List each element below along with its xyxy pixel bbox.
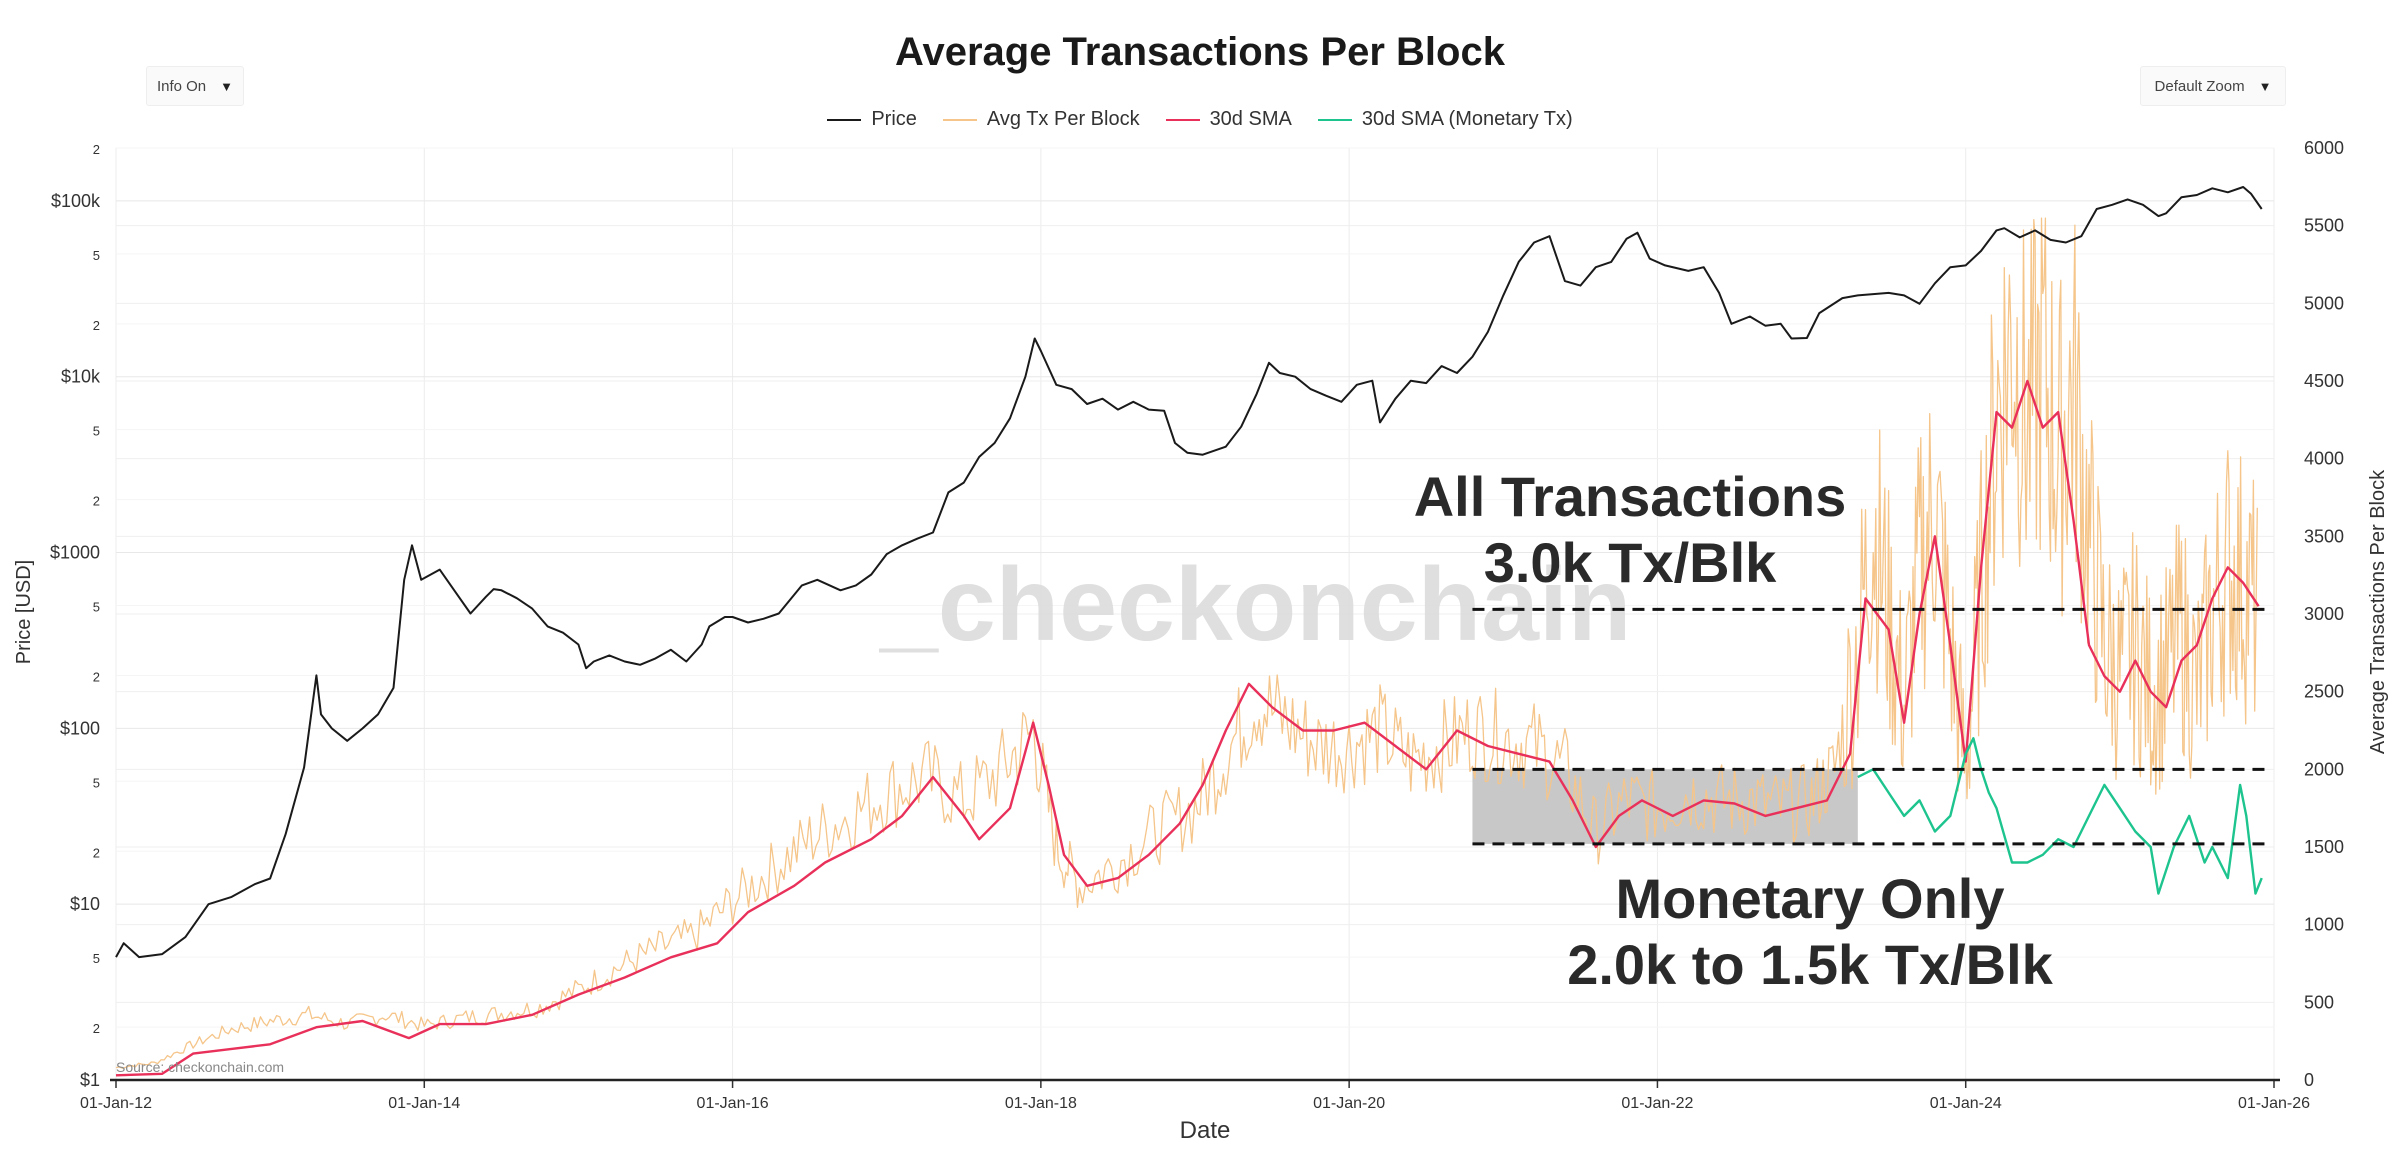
legend-label: Avg Tx Per Block	[986, 108, 1140, 130]
chevron-down-icon: ▼	[2258, 78, 2272, 94]
y-right-tick-label: 4000	[2304, 449, 2344, 469]
legend-swatch	[827, 118, 862, 121]
y-left-tick-label: $100	[60, 718, 100, 738]
x-tick-label: 01-Jan-12	[80, 1095, 152, 1112]
y-right-tick-label: 1000	[2304, 915, 2344, 935]
x-tick-label: 01-Jan-24	[1930, 1095, 2002, 1112]
y-left-tick-label: 5	[93, 424, 100, 439]
axes-layer: 01-Jan-12 01-Jan-14 01-Jan-16 01-Jan-18 01-J…	[50, 138, 2344, 1112]
x-axis-title: Date	[1180, 1117, 1231, 1144]
y-left-tick-label: $10	[70, 894, 100, 914]
legend-label: 30d SMA	[1209, 108, 1292, 130]
y-right-tick-label: 500	[2304, 992, 2334, 1012]
watermark: _checkonchain	[878, 547, 1631, 663]
y-right-tick-label: 5000	[2304, 293, 2344, 313]
all-tx-line1: All Transactions	[1413, 465, 1847, 528]
x-tick-label: 01-Jan-18	[1005, 1095, 1077, 1112]
x-tick-label: 01-Jan-14	[388, 1095, 460, 1112]
legend-label: Price	[871, 108, 917, 130]
y-left-tick-label: $100k	[51, 191, 101, 211]
legend-item-sma[interactable]: 30d SMA	[1165, 108, 1292, 131]
legend-item-monetary-sma[interactable]: 30d SMA (Monetary Tx)	[1317, 108, 1573, 131]
y-left-tick-label: 5	[93, 248, 100, 263]
y-left-tick-label: 2	[93, 1021, 100, 1036]
legend-item-avg-tx[interactable]: Avg Tx Per Block	[942, 108, 1140, 131]
y-left-tick-label: $1000	[50, 543, 100, 563]
y-left-tick-label: 2	[93, 845, 100, 860]
grid-lines	[115, 147, 2275, 1081]
info-toggle-button[interactable]: Info On ▼	[146, 66, 244, 106]
info-toggle-label: Info On	[156, 77, 207, 95]
legend: Price Avg Tx Per Block 30d SMA 30d SMA (…	[0, 108, 2400, 131]
all-tx-line2: 3.0k Tx/Blk	[1483, 531, 1777, 595]
x-tick-label: 01-Jan-20	[1313, 1095, 1385, 1112]
y-left-tick-label: 2	[93, 669, 100, 684]
series-line-30d-sma	[115, 379, 2260, 1077]
y-right-tick-label: 2000	[2304, 759, 2344, 779]
legend-item-price[interactable]: Price	[827, 108, 917, 131]
monetary-only-annotation: Monetary Only 2.0k to 1.5k Tx/Blk	[1510, 866, 2110, 998]
zoom-select-button[interactable]: Default Zoom ▼	[2140, 66, 2286, 106]
y-left-tick-label: $10k	[61, 367, 101, 387]
y-right-tick-label: 0	[2304, 1070, 2314, 1090]
y-left-tick-label: $1	[80, 1070, 100, 1090]
y-left-tick-label: 5	[93, 775, 100, 790]
y-right-tick-label: 3500	[2304, 526, 2344, 546]
y-left-tick-label: 5	[93, 599, 100, 614]
legend-swatch	[1165, 118, 1200, 121]
monetary-line1: Monetary Only	[1615, 867, 2005, 930]
series-line-30d-sma-monetary-tx-	[1857, 737, 2263, 895]
y-right-tick-label: 5500	[2304, 216, 2344, 236]
y-right-tick-label: 3000	[2304, 604, 2344, 624]
x-tick-label: 01-Jan-26	[2238, 1095, 2310, 1112]
y-right-tick-label: 2500	[2304, 682, 2344, 702]
all-transactions-annotation: All Transactions 3.0k Tx/Blk	[1380, 464, 1880, 596]
chart-title: Average Transactions Per Block	[895, 30, 1505, 74]
source-label: Source: checkonchain.com	[116, 1059, 284, 1075]
y-left-tick-label: 2	[93, 318, 100, 333]
y-left-tick-label: 5	[93, 951, 100, 966]
y-left-tick-label: 2	[93, 494, 100, 509]
y-left-tick-label: 2	[93, 142, 100, 157]
zoom-select-label: Default Zoom	[2154, 77, 2245, 95]
y-right-tick-label: 1500	[2304, 837, 2344, 857]
legend-label: 30d SMA (Monetary Tx)	[1361, 108, 1573, 130]
monetary-line2: 2.0k to 1.5k Tx/Blk	[1567, 933, 2053, 997]
series-line-price	[115, 186, 2263, 959]
y-left-axis-title: Price [USD]	[13, 560, 35, 664]
y-right-axis-title: Average Transactions Per Block	[2367, 469, 2389, 754]
legend-swatch	[1317, 118, 1352, 121]
series-line-avg-tx-per-block	[115, 217, 2258, 1069]
reference-lines	[1472, 607, 2267, 846]
series-layer	[115, 186, 2263, 1077]
y-right-tick-label: 6000	[2304, 138, 2344, 158]
x-tick-label: 01-Jan-16	[697, 1095, 769, 1112]
y-right-tick-label: 4500	[2304, 371, 2344, 391]
x-tick-label: 01-Jan-22	[1621, 1095, 1693, 1112]
chevron-down-icon: ▼	[220, 78, 234, 94]
legend-swatch	[942, 118, 977, 121]
